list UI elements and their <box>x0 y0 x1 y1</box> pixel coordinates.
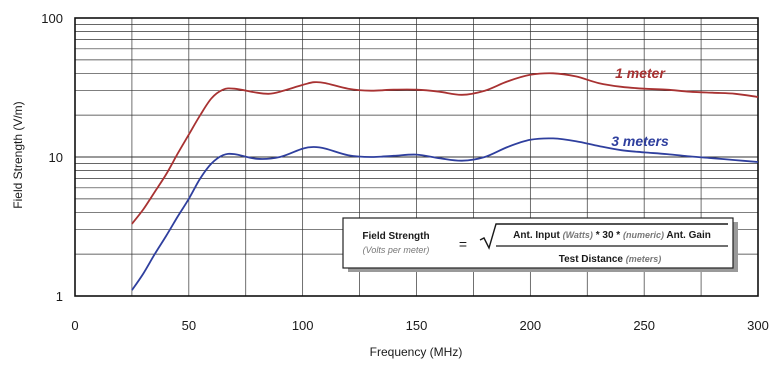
plot-border <box>74 17 759 297</box>
series-label-2: 3 meters <box>611 133 669 149</box>
formula-denominator: Test Distance (meters) <box>559 254 662 265</box>
x-axis: 0 50 100 150 200 250 300 <box>71 318 768 333</box>
y-tick-label: 1 <box>56 289 63 304</box>
formula-equals: = <box>459 236 467 252</box>
y-tick-label: 10 <box>49 150 63 165</box>
y-tick-label: 100 <box>41 11 63 26</box>
x-tick-label: 150 <box>406 318 428 333</box>
x-axis-label: Frequency (MHz) <box>370 345 463 359</box>
series-line-2 <box>131 137 759 291</box>
series-layer: 1 meter 3 meters <box>131 65 759 291</box>
plot-frame <box>74 17 759 297</box>
x-tick-label: 300 <box>747 318 769 333</box>
x-tick-label: 50 <box>182 318 196 333</box>
formula-lhs-sub: (Volts per meter) <box>363 245 430 255</box>
formula-lhs-main: Field Strength <box>362 231 429 242</box>
y-axis: 1 10 100 <box>41 11 63 304</box>
x-tick-label: 0 <box>71 318 78 333</box>
formula-box: Field Strength (Volts per meter) = Ant. … <box>342 217 738 272</box>
x-tick-label: 100 <box>292 318 314 333</box>
formula-numerator: Ant. Input (Watts) * 30 * (numeric) Ant.… <box>513 230 711 241</box>
formula-sqrt-sign <box>479 223 728 250</box>
x-tick-label: 200 <box>519 318 541 333</box>
series-line-1 <box>131 72 759 225</box>
formula-box-frame <box>342 217 734 269</box>
x-tick-label: 250 <box>633 318 655 333</box>
y-axis-label: Field Strength (V/m) <box>11 101 25 208</box>
series-label-1: 1 meter <box>615 65 666 81</box>
